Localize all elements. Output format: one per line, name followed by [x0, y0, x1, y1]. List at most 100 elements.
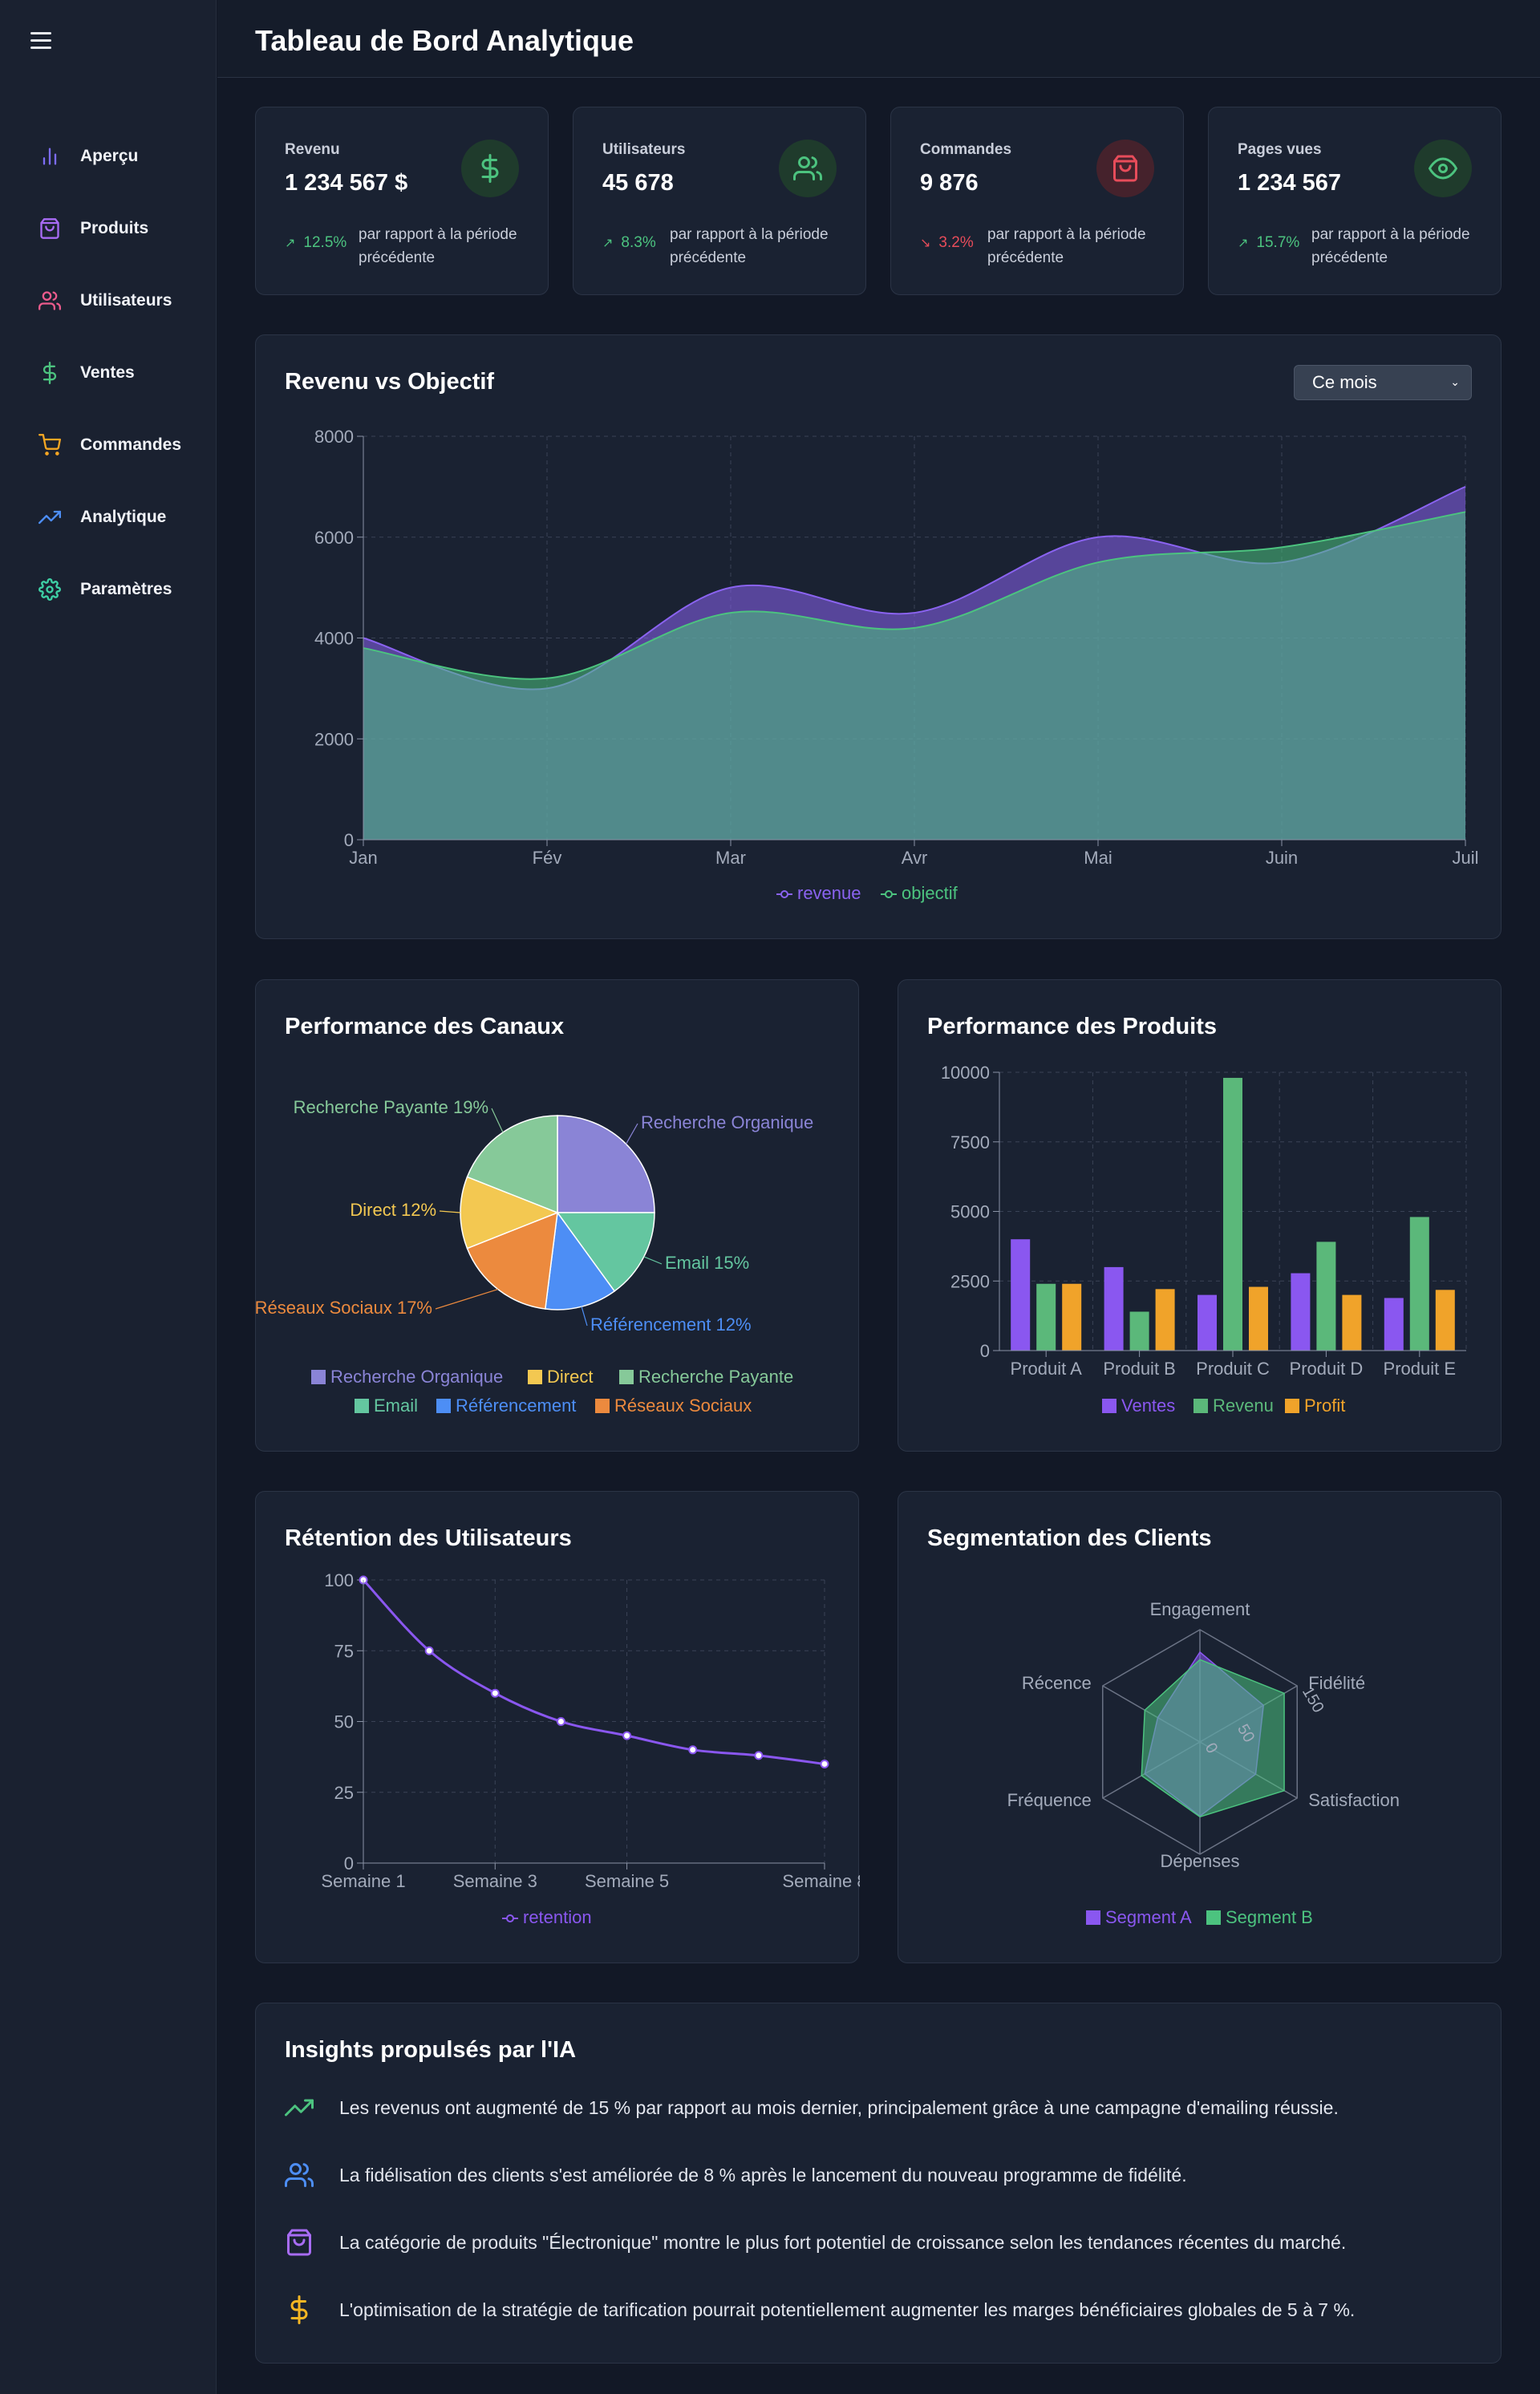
data-point — [556, 1717, 565, 1726]
kpi-label: Commandes — [920, 141, 1012, 158]
data-point — [622, 1731, 632, 1740]
sidebar-item-produits[interactable]: Produits — [0, 192, 217, 265]
sidebar-item-label: Utilisateurs — [80, 291, 172, 310]
kpi-change: ↗ 8.3% — [602, 234, 656, 252]
x-tick-label: Semaine 3 — [453, 1871, 537, 1891]
kpi-value: 1 234 567 — [1238, 170, 1342, 196]
insight-text: Les revenus ont augmenté de 15 % par rap… — [339, 2096, 1339, 2118]
sidebar-item-analytique[interactable]: Analytique — [0, 481, 217, 553]
retention-chart-card: Rétention des Utilisateurs 0 25 50 75 100 Sem… — [255, 1491, 860, 1963]
kpi-card-utilisateurs: Utilisateurs 45 678 ↗ 8.3% par rapport à… — [573, 107, 866, 295]
dollar-icon — [290, 2295, 308, 2324]
bar-revenu — [1036, 1283, 1056, 1351]
page-title: Tableau de Bord Analytique — [255, 24, 634, 57]
legend-label: Email — [374, 1395, 418, 1416]
legend-marker — [436, 1399, 451, 1413]
data-point — [820, 1759, 829, 1768]
sidebar-item-parametres[interactable]: Paramètres — [0, 553, 217, 626]
kpi-label: Pages vues — [1238, 141, 1322, 158]
shopping-bag-icon — [1113, 155, 1137, 182]
pie-label: Réseaux Sociaux 17% — [256, 1298, 432, 1318]
card-title: Segmentation des Clients — [927, 1525, 1212, 1551]
bar-revenu — [1129, 1311, 1149, 1351]
sidebar-item-commandes[interactable]: Commandes — [0, 409, 217, 481]
bar-chart-icon — [43, 148, 57, 165]
pie-leader-line — [439, 1210, 461, 1213]
y-tick-label: 10000 — [941, 1063, 990, 1083]
kpi-change-value: 3.2% — [938, 234, 974, 251]
legend-label: Revenu — [1213, 1395, 1274, 1416]
sidebar-item-label: Aperçu — [80, 147, 139, 165]
segmentation-chart-card: Segmentation des Clients Engagement Fidél… — [898, 1491, 1502, 1963]
kpi-value: 9 876 — [920, 170, 979, 196]
legend-marker — [595, 1399, 610, 1413]
bar-profit — [1249, 1286, 1268, 1351]
pie-slice — [556, 1212, 655, 1292]
gear-icon — [38, 578, 61, 601]
pie-leader-line — [626, 1123, 638, 1144]
y-tick-label: 8000 — [314, 427, 354, 447]
x-tick-label: Produit E — [1384, 1359, 1457, 1379]
kpi-note: par rapport à la période précédente — [1311, 226, 1470, 266]
y-tick-label: 0 — [344, 830, 354, 850]
pie-slice — [466, 1115, 558, 1214]
shopping-bag-icon — [287, 2229, 311, 2256]
products-chart-card: Performance des Produits 0 2500 5000 7500 10… — [898, 979, 1502, 1452]
x-tick-label: Produit C — [1196, 1359, 1270, 1379]
sidebar: Aperçu Produits Utilisateurs Ventes Comm… — [0, 0, 217, 2394]
pie-label: Recherche Organique — [641, 1112, 813, 1132]
kpi-note: par rapport à la période précédente — [359, 226, 517, 266]
data-point — [688, 1745, 698, 1755]
kpi-icon-badge — [779, 140, 837, 197]
pie-leader-line — [491, 1108, 504, 1133]
channels-pie-chart: Recherche Organique Email 15% Référencemen… — [256, 1097, 813, 1416]
top-header: Tableau de Bord Analytique — [217, 0, 1540, 78]
x-tick-label: Jan — [349, 848, 377, 868]
period-select-value: Ce mois — [1312, 372, 1377, 392]
legend-marker — [1206, 1910, 1221, 1925]
bar-profit — [1155, 1289, 1175, 1351]
legend-label: revenue — [797, 883, 861, 903]
kpi-card-commandes: Commandes 9 876 ↘ 3.2% par rapport à la … — [890, 107, 1184, 295]
x-tick-label: Semaine 1 — [321, 1871, 405, 1891]
products-bar-chart: 0 2500 5000 7500 10000 Produit A Produit B Prod… — [941, 1063, 1467, 1416]
legend-marker — [1194, 1399, 1208, 1413]
data-point — [754, 1751, 764, 1760]
sidebar-item-label: Ventes — [80, 363, 135, 382]
dollar-icon — [481, 154, 499, 183]
insight-item: Les revenus ont augmenté de 15 % par rap… — [285, 2093, 1339, 2122]
period-select[interactable]: Ce mois ⌄ — [1294, 365, 1472, 400]
legend-label: Recherche Payante — [638, 1367, 793, 1387]
legend-label: Réseaux Sociaux — [614, 1395, 752, 1416]
radar-axis-label: Récence — [1022, 1673, 1092, 1693]
legend-label: Ventes — [1121, 1395, 1175, 1416]
x-tick-label: Mai — [1084, 848, 1112, 868]
chevron-down-icon: ⌄ — [1450, 375, 1460, 388]
x-tick-label: Juin — [1266, 848, 1298, 868]
sidebar-item-ventes[interactable]: Ventes — [0, 337, 217, 409]
legend-label: Segment B — [1226, 1907, 1313, 1927]
legend-marker — [885, 890, 893, 898]
x-tick-label: Produit D — [1290, 1359, 1364, 1379]
radar-axis-label: Satisfaction — [1308, 1790, 1400, 1810]
radar-area-segment-b — [1141, 1659, 1285, 1818]
y-tick-label: 6000 — [314, 528, 354, 548]
x-tick-label: Semaine 8 — [782, 1871, 860, 1891]
kpi-icon-badge — [1414, 140, 1472, 197]
x-tick-label: Avr — [902, 848, 928, 868]
bar-ventes — [1104, 1266, 1124, 1351]
x-tick-label: Juil — [1452, 848, 1478, 868]
y-tick-label: 2000 — [314, 729, 354, 749]
sidebar-item-utilisateurs[interactable]: Utilisateurs — [0, 265, 217, 337]
x-tick-label: Produit A — [1011, 1359, 1083, 1379]
radar-axis-label: Fidélité — [1308, 1673, 1365, 1693]
users-icon — [793, 156, 822, 180]
sidebar-item-apercu[interactable]: Aperçu — [0, 120, 217, 192]
bar-profit — [1062, 1283, 1082, 1351]
legend-label: retention — [523, 1907, 592, 1927]
card-title: Rétention des Utilisateurs — [285, 1525, 572, 1551]
bar-ventes — [1198, 1294, 1217, 1351]
pie-leader-line — [581, 1306, 588, 1327]
hamburger-menu-icon[interactable] — [30, 32, 56, 53]
kpi-change: ↘ 3.2% — [920, 234, 974, 252]
